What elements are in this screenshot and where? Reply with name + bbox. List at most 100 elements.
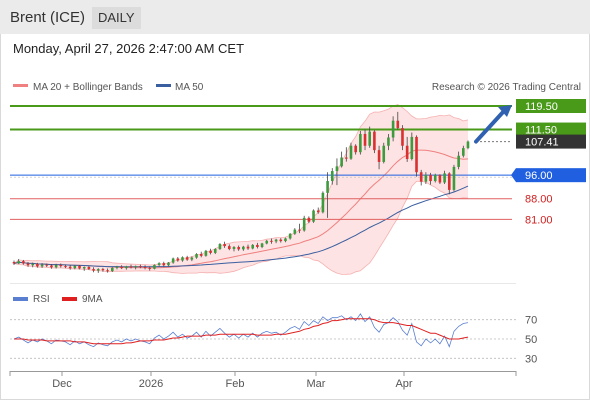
candle-body [68, 266, 72, 269]
candle-body [209, 250, 212, 253]
candle-body [307, 217, 311, 222]
level-tag-resistance [516, 99, 586, 113]
candle-body [190, 257, 194, 260]
candle-body [64, 266, 67, 268]
candle-body [462, 148, 465, 156]
candle-body [157, 263, 161, 265]
candle-body [59, 264, 63, 267]
candle-body [143, 267, 147, 269]
candle-body [237, 246, 240, 250]
candle-body [391, 120, 395, 138]
candle-body [345, 157, 348, 159]
candle-body [447, 173, 451, 190]
candle-body [96, 269, 100, 271]
candle-body [101, 269, 105, 271]
candle-body [36, 263, 39, 267]
candle-body [110, 267, 114, 272]
bollinger-lower-line [13, 180, 469, 275]
x-tick-label: Apr [395, 378, 412, 390]
candle-body [134, 266, 137, 268]
candle-body [424, 174, 428, 182]
ma20-legend-swatch [13, 84, 28, 87]
candle-body [265, 240, 269, 244]
candle-body [443, 173, 446, 183]
candle-body [270, 240, 273, 242]
candle-body [125, 266, 128, 269]
candle-body [22, 261, 25, 264]
rsi-line [13, 313, 469, 348]
candle-body [54, 264, 58, 268]
candle-body [340, 157, 343, 167]
candle-body [260, 243, 264, 247]
candle-body [368, 131, 372, 146]
candle-body [218, 244, 222, 250]
candle-body [321, 192, 325, 213]
candle-body [87, 267, 91, 270]
candle-body [293, 229, 297, 234]
pivot-tag-pointer [511, 168, 516, 183]
candle-body [382, 145, 386, 162]
candle-body [167, 262, 170, 266]
x-tick-label: Mar [307, 378, 326, 390]
level-value-support: 81.00 [525, 214, 553, 226]
candle-body [302, 217, 306, 231]
candle-body [176, 258, 180, 261]
candle-body [213, 249, 217, 253]
candle-body [279, 239, 283, 242]
candle-body [466, 141, 470, 149]
candle-body [284, 238, 287, 242]
instrument-title: Brent (ICE) [10, 9, 86, 26]
candle-body [232, 246, 236, 250]
candle-body [312, 210, 315, 222]
candle-body [12, 262, 16, 264]
candle-body [433, 174, 437, 182]
period-button[interactable]: DAILY [92, 7, 141, 29]
candle-body [227, 246, 231, 250]
candle-body [162, 263, 166, 266]
timestamp: Monday, April 27, 2026 2:47:00 AM CET [13, 41, 245, 56]
projection-arrow-head [498, 105, 512, 117]
rsi-tick-label: 30 [525, 353, 537, 365]
candle-body [181, 257, 184, 261]
level-value-pivot: 96.00 [525, 170, 553, 182]
candle-body [457, 155, 460, 167]
candle-body [298, 229, 301, 231]
candle-body [330, 171, 334, 182]
header-bar: Brent (ICE) DAILY [0, 0, 590, 34]
candle-body [17, 261, 20, 264]
ma9-legend-swatch [62, 297, 77, 301]
ma50-legend-swatch [156, 84, 171, 87]
candle-body [73, 265, 77, 269]
candle-body [26, 263, 30, 266]
candle-body [78, 265, 81, 269]
candle-body [419, 172, 423, 182]
candle-body [359, 133, 362, 153]
candle-body [82, 267, 86, 269]
candle-body [410, 136, 414, 159]
rsi-tick-label: 50 [525, 334, 537, 346]
candle-body [195, 254, 198, 258]
candle-body [45, 264, 49, 266]
candle-body [92, 269, 95, 271]
x-tick-label: 2026 [139, 378, 163, 390]
level-value-current: 107.41 [525, 137, 559, 149]
candle-body [106, 270, 109, 272]
candle-body [438, 174, 442, 183]
ma50-line [13, 185, 469, 268]
ma20-legend-label: MA 20 + Bollinger Bands [33, 82, 143, 93]
candle-body [148, 267, 152, 269]
candle-body [120, 266, 123, 269]
candle-body [242, 246, 245, 250]
candle-body [153, 264, 156, 269]
candle-body [171, 258, 175, 263]
ma50-legend-label: MA 50 [175, 82, 204, 93]
candle-body [377, 150, 381, 162]
rsi-tick-label: 70 [525, 315, 537, 327]
candle-body [363, 133, 367, 146]
level-value-resistance: 119.50 [525, 101, 558, 113]
candle-body [349, 145, 353, 159]
ma9-legend-label: 9MA [82, 294, 103, 305]
candle-body [335, 166, 339, 172]
candle-body [50, 265, 53, 268]
candle-body [246, 246, 250, 249]
